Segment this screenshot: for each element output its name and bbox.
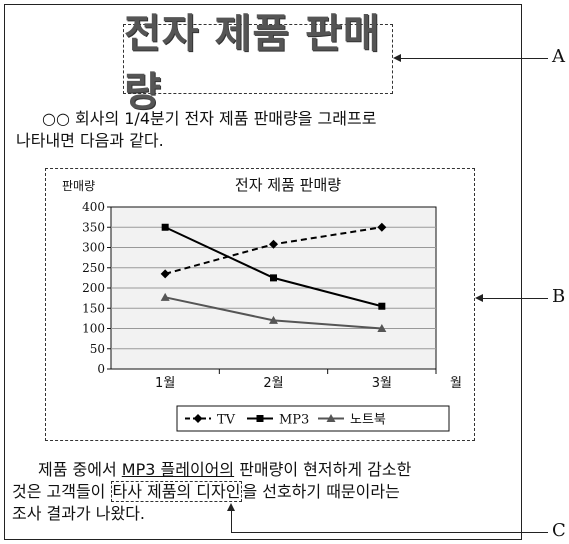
y-tick-label: 100	[82, 322, 105, 336]
legend-label: MP3	[279, 413, 309, 428]
conclusion-text: 을 선호하기 때문이라는	[242, 482, 400, 501]
data-point	[160, 292, 170, 301]
y-axis-label: 판매량	[62, 179, 95, 193]
page-title: 전자 제품 판매량	[124, 11, 381, 115]
callout-b-label: B	[552, 286, 566, 307]
y-tick-label: 300	[82, 241, 105, 255]
x-tick-label: 1월	[155, 376, 175, 391]
data-point	[378, 302, 386, 310]
callout-c-label: C	[552, 520, 566, 541]
chart-title: 전자 제품 판매량	[235, 176, 341, 194]
data-point	[377, 222, 387, 232]
data-point	[377, 324, 387, 332]
paragraph-conclusion: 제품 중에서 MP3 플레이어의 판매량이 현저하게 감소한 것은 고객들이 타…	[12, 459, 411, 525]
y-tick-label: 0	[97, 362, 105, 376]
paragraph-conclusion-line3: 조사 결과가 나왔다.	[12, 504, 146, 523]
y-tick-label: 250	[82, 261, 105, 275]
callout-b-arrowhead	[475, 294, 483, 302]
paragraph-intro-line2: 나타내면 다음과 같다.	[16, 131, 164, 150]
y-tick-label: 200	[82, 281, 105, 295]
data-point	[269, 239, 278, 249]
legend-marker	[193, 414, 203, 423]
x-axis-label: 월	[450, 376, 462, 391]
document-border	[4, 4, 522, 540]
conclusion-text: 제품 중에서	[38, 460, 122, 479]
data-point	[269, 315, 278, 324]
paragraph-conclusion-line1: 제품 중에서 MP3 플레이어의 판매량이 현저하게 감소한	[12, 459, 411, 481]
callout-c-arrowhead	[227, 503, 235, 511]
y-tick-label: 350	[82, 220, 105, 234]
callout-c-vline	[231, 508, 232, 533]
y-tick-label: 150	[82, 301, 105, 315]
x-tick-label: 2월	[263, 376, 283, 391]
chart-box: 0 50 100 150 200 250 300 350 400 1월 2월 3월 월 판매량 전자 제품 …	[45, 168, 475, 441]
conclusion-text: 판매량이 현저하게 감소한	[234, 460, 412, 479]
y-tick-label: 50	[90, 342, 105, 356]
title-box: 전자 제품 판매량	[123, 11, 393, 115]
data-point	[160, 269, 170, 279]
callout-a-arrowhead	[393, 54, 401, 62]
conclusion-text: 것은 고객들이	[12, 482, 111, 501]
x-tick-label: 3월	[372, 376, 392, 391]
legend-marker	[256, 415, 264, 422]
callout-c-hline	[231, 532, 548, 533]
line-chart: 0 50 100 150 200 250 300 350 400 1월 2월 3월 월 판매량 전자 제품 …	[62, 176, 462, 432]
underlined-phrase: MP3 플레이어의	[121, 460, 235, 479]
legend-label: 노트북	[350, 413, 386, 428]
data-point	[270, 274, 277, 282]
callout-a-line	[398, 58, 548, 59]
paragraph-intro-line1: ○○ 회사의 1/4분기 전자 제품 판매량을 그래프로	[42, 109, 377, 128]
callout-b-line	[480, 298, 548, 299]
paragraph-conclusion-line2: 것은 고객들이 타사 제품의 디자인 을 선호하기 때문이라는	[12, 481, 411, 503]
data-point	[161, 223, 169, 231]
paragraph-intro: ○○ 회사의 1/4분기 전자 제품 판매량을 그래프로 나타내면 다음과 같다…	[16, 108, 376, 152]
callout-a-label: A	[552, 46, 565, 67]
boxed-phrase: 타사 제품의 디자인	[110, 481, 243, 502]
legend-marker	[326, 414, 336, 422]
legend-box	[176, 405, 450, 432]
y-tick-label: 400	[82, 200, 105, 214]
legend-label: TV	[217, 413, 236, 428]
